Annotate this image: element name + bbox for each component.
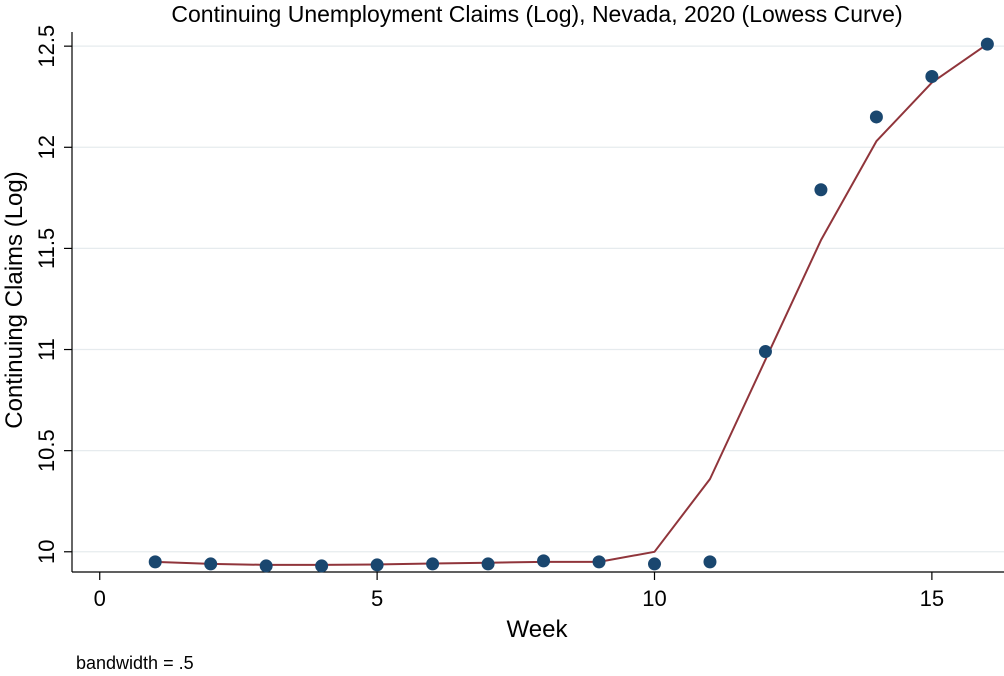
chart-title: Continuing Unemployment Claims (Log), Ne… bbox=[171, 1, 902, 27]
y-tick-label: 11 bbox=[34, 338, 59, 361]
x-tick-label: 10 bbox=[642, 586, 666, 611]
data-point bbox=[592, 555, 606, 569]
x-tick-label: 5 bbox=[371, 586, 383, 611]
lowess-curve bbox=[155, 43, 988, 566]
y-tick-label: 10.5 bbox=[34, 429, 59, 472]
data-point bbox=[537, 554, 551, 568]
data-point bbox=[481, 557, 495, 571]
bandwidth-note: bandwidth = .5 bbox=[76, 653, 194, 671]
axis-layer: 10 10.5 11 11.5 12 12.5 0 5 10 15 bbox=[34, 25, 1004, 611]
data-point bbox=[204, 557, 218, 571]
y-tick-label: 11.5 bbox=[34, 228, 59, 269]
data-point bbox=[259, 559, 273, 573]
y-tick-label: 10 bbox=[34, 540, 59, 564]
data-point bbox=[370, 558, 384, 572]
data-point bbox=[814, 183, 828, 197]
point-layer bbox=[148, 37, 994, 573]
x-tick-label: 0 bbox=[94, 586, 106, 611]
y-tick-label: 12 bbox=[34, 135, 59, 159]
data-point bbox=[148, 555, 162, 569]
data-point bbox=[703, 555, 717, 569]
line-layer bbox=[155, 43, 988, 566]
x-tick-label: 15 bbox=[920, 586, 944, 611]
data-point bbox=[426, 557, 440, 571]
label-layer: Continuing Unemployment Claims (Log), Ne… bbox=[1, 1, 903, 673]
grid-layer bbox=[72, 45, 1004, 553]
data-point bbox=[758, 345, 772, 359]
y-tick-label: 12.5 bbox=[34, 25, 59, 68]
data-point bbox=[980, 37, 994, 51]
data-point bbox=[648, 557, 661, 571]
data-point bbox=[925, 69, 939, 83]
data-point bbox=[315, 559, 329, 573]
y-axis-label: Continuing Claims (Log) bbox=[1, 171, 28, 428]
x-axis-label: Week bbox=[507, 616, 569, 643]
data-point bbox=[869, 110, 883, 124]
